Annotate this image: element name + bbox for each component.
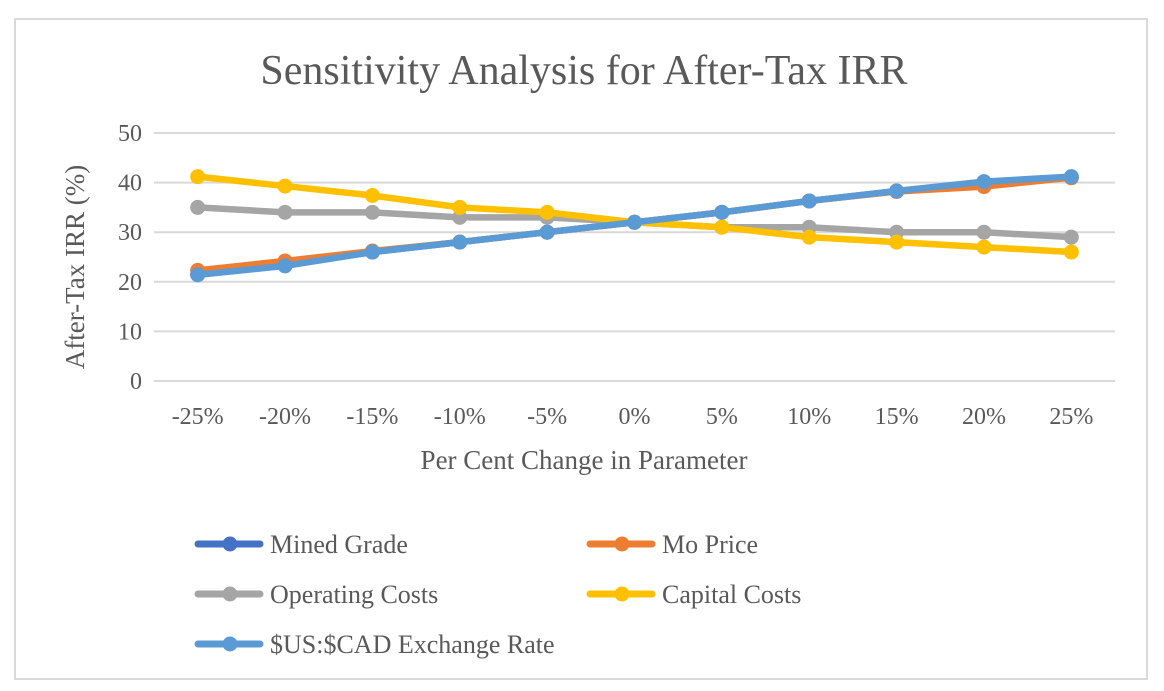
x-tick-label: -5% [527,404,567,430]
data-point [1063,229,1079,245]
data-point [539,204,555,220]
y-tick-label: 50 [118,121,142,147]
legend: Mined Grade Mo Price Operating Costs Capita… [194,530,801,659]
y-tick-label: 40 [118,171,142,197]
data-point [714,204,730,220]
x-tick-label: 5% [706,404,738,430]
data-point [452,199,468,215]
data-point [190,199,206,215]
legend-item[interactable]: Capital Costs [586,580,801,609]
data-point [976,239,992,255]
y-axis-ticks: 0 10 20 30 40 50 [118,121,142,395]
data-point [364,187,380,203]
legend-label: Operating Costs [270,580,438,609]
data-point [889,234,905,250]
data-point [714,219,730,235]
data-point [364,204,380,220]
x-tick-label: -10% [434,404,486,430]
legend-marker-icon [222,586,238,602]
y-tick-label: 0 [130,369,142,395]
data-point [364,244,380,260]
data-point [801,229,817,245]
x-axis-title: Per Cent Change in Parameter [421,445,748,475]
chart-area [14,18,1148,680]
data-point [190,267,206,283]
legend-marker-icon [614,536,630,552]
legend-marker-icon [222,536,238,552]
data-point [801,193,817,209]
data-point [539,224,555,240]
x-tick-label: 0% [619,404,651,430]
legend-label: $US:$CAD Exchange Rate [270,630,555,659]
series-layer [190,169,1079,283]
legend-item[interactable]: Mo Price [586,530,758,559]
x-tick-label: 15% [875,404,919,430]
data-point [1063,244,1079,260]
x-tick-label: -25% [172,404,224,430]
x-tick-label: 25% [1049,404,1093,430]
x-axis-ticks: -25% -20% -15% -10% -5% 0% 5% 10% 15% 20% 25% [172,404,1094,430]
data-point [889,183,905,199]
y-tick-label: 10 [118,319,142,345]
data-point [277,178,293,194]
data-point [976,224,992,240]
series-us-cad-exchange-rate [190,169,1079,283]
gridlines [154,132,1115,382]
legend-label: Mined Grade [270,530,408,559]
legend-label: Mo Price [662,530,758,559]
x-tick-label: 20% [962,404,1006,430]
legend-item[interactable]: $US:$CAD Exchange Rate [194,630,555,659]
x-tick-label: -15% [346,404,398,430]
data-point [277,204,293,220]
legend-marker-icon [614,586,630,602]
data-point [452,234,468,250]
chart-title: Sensitivity Analysis for After-Tax IRR [260,48,907,94]
data-point [277,258,293,274]
data-point [190,169,206,185]
legend-item[interactable]: Operating Costs [194,580,438,609]
legend-item[interactable]: Mined Grade [194,530,408,559]
data-point [1063,169,1079,185]
data-point [627,214,642,230]
data-point [976,174,992,190]
y-tick-label: 30 [118,220,142,246]
legend-marker-icon [222,636,238,652]
x-tick-label: -20% [259,404,311,430]
y-tick-label: 20 [118,270,142,296]
x-tick-label: 10% [787,404,831,430]
legend-label: Capital Costs [662,580,801,609]
y-axis-title: After-Tax IRR (%) [60,165,90,370]
